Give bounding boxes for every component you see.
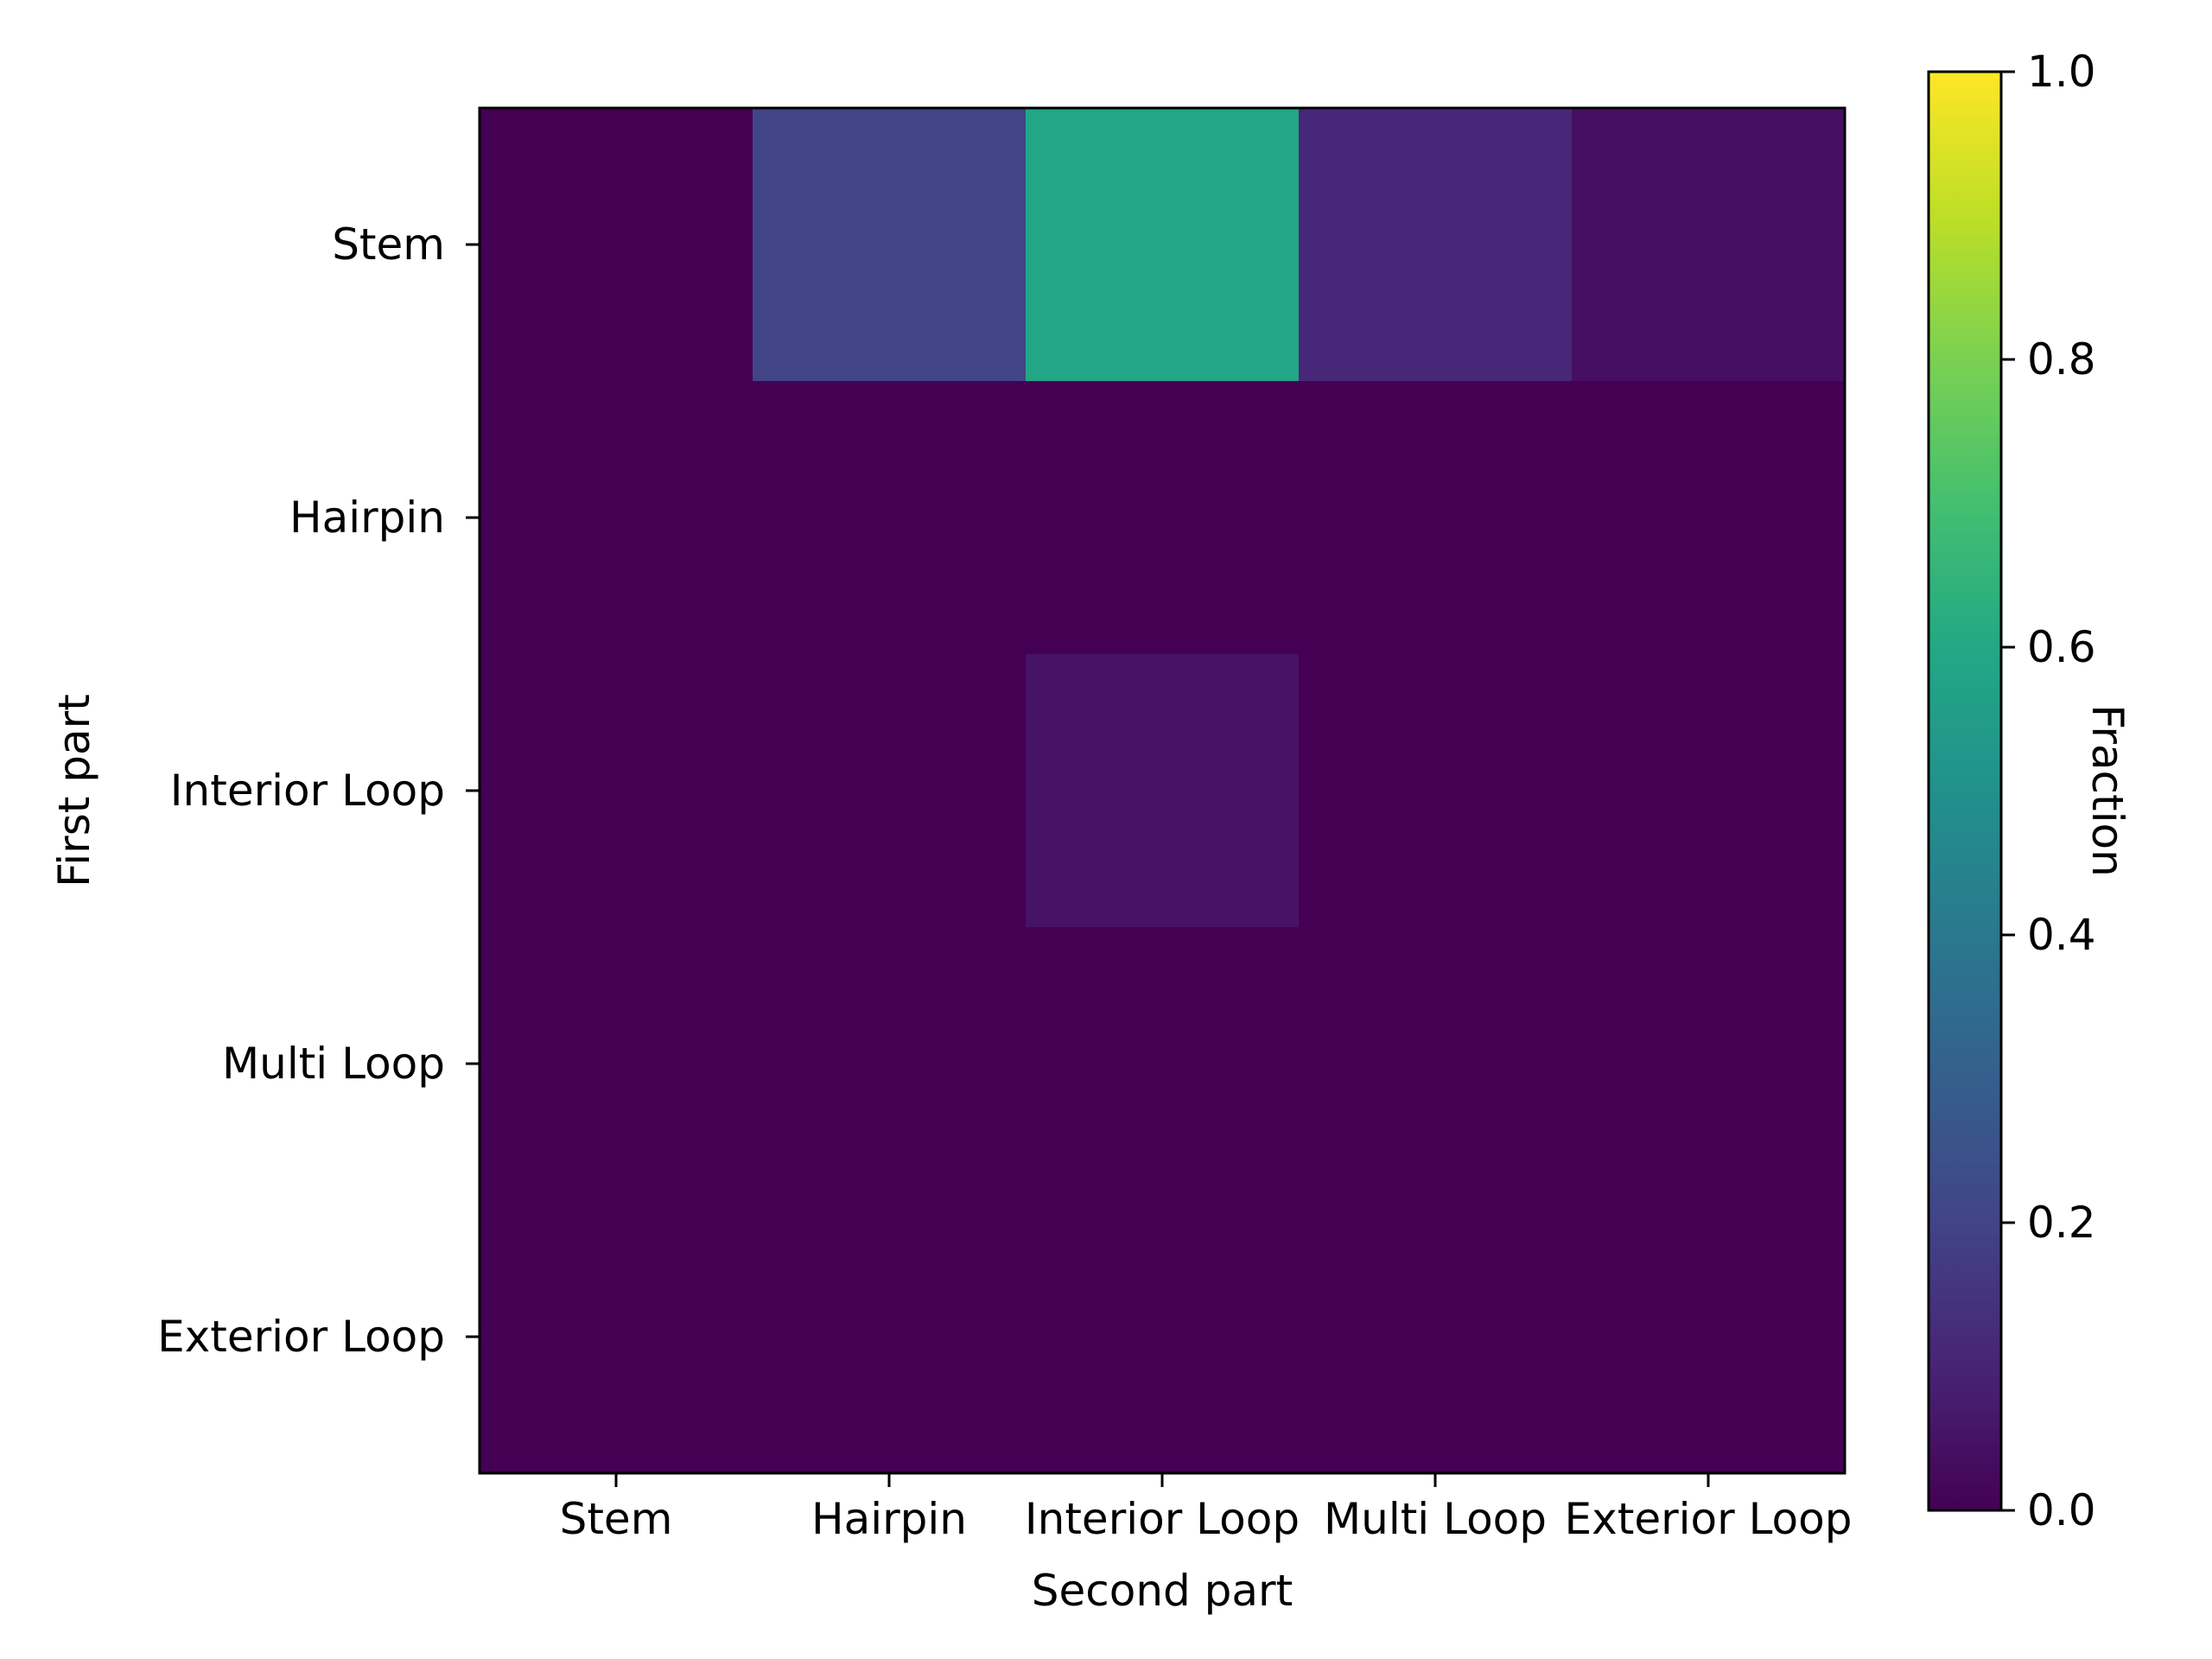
y-axis-label: First part [49,694,99,887]
heatmap-cells [480,108,1846,1474]
heatmap-cell [1572,654,1846,928]
heatmap-cell [1026,108,1300,382]
heatmap-cell [480,381,753,655]
x-tick-label: Multi Loop [1324,1494,1547,1544]
x-tick-label: Hairpin [811,1494,967,1544]
y-tick-label: Hairpin [289,493,445,543]
y-tick-label: Stem [332,219,445,270]
y-tick-label: Multi Loop [222,1039,445,1089]
heatmap-cell [1572,1200,1846,1474]
heatmap-cell [1026,1200,1300,1474]
colorbar-tick-label: 1.0 [2027,47,2096,97]
x-axis-label: Second part [1032,1566,1293,1616]
heatmap-cell [1299,381,1573,655]
y-tick-label: Exterior Loop [157,1312,445,1362]
heatmap-cell [1299,108,1573,382]
heatmap-cell [1026,927,1300,1201]
x-axis-ticks: Stem Hairpin Interior Loop Multi Loop Exteri… [560,1473,1853,1544]
x-tick-label: Exterior Loop [1565,1494,1853,1544]
heatmap-cell [1026,381,1300,655]
heatmap-cell [753,1200,1027,1474]
colorbar-gradient [1927,70,2003,1512]
heatmap-cell [1299,654,1573,928]
heatmap-cell [480,108,753,382]
colorbar: 0.0 0.2 0.4 0.6 0.8 1.0 Fraction [1927,47,2133,1535]
colorbar-tick-label: 0.4 [2027,910,2096,960]
heatmap-cell [1572,108,1846,382]
y-tick-label: Interior Loop [170,766,445,816]
heatmap-cell [753,654,1027,928]
heatmap-cell [480,927,753,1201]
colorbar-tick-label: 0.2 [2027,1198,2096,1248]
heatmap-cell [1572,927,1846,1201]
colorbar-tick-label: 0.6 [2027,622,2096,672]
heatmap-cell [1572,381,1846,655]
heatmap-cell [480,1200,753,1474]
heatmap-cell [753,927,1027,1201]
x-tick-label: Stem [560,1494,673,1544]
heatmap-cell [480,654,753,928]
heatmap-cell [753,108,1027,382]
heatmap-cell [1299,927,1573,1201]
heatmap-cell [1026,654,1300,928]
colorbar-label: Fraction [2082,704,2133,877]
heatmap-cell [1299,1200,1573,1474]
x-tick-label: Interior Loop [1025,1494,1300,1544]
colorbar-tick-label: 0.8 [2027,334,2096,385]
y-axis-ticks: Stem Hairpin Interior Loop Multi Loop Exteri… [157,219,480,1362]
colorbar-ticks: 0.0 0.2 0.4 0.6 0.8 1.0 [2001,47,2096,1535]
colorbar-tick-label: 0.0 [2027,1485,2096,1535]
heatmap-cell [753,381,1027,655]
